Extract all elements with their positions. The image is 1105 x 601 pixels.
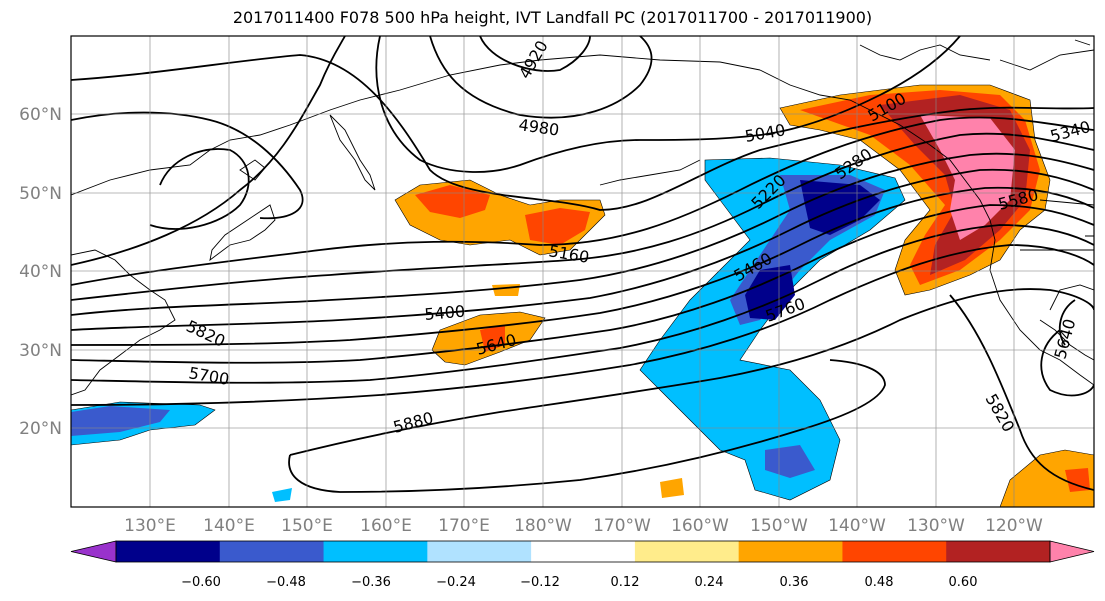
height-contours	[71, 36, 1094, 493]
colorbar-segment	[323, 541, 428, 562]
positive-ivt-pink	[920, 115, 1015, 240]
lon-label: 130°E	[124, 516, 176, 536]
lat-label: 30°N	[19, 341, 62, 361]
colorbar-segment	[219, 541, 325, 562]
contour-label: 5880	[391, 408, 435, 437]
colorbar-segment	[842, 541, 947, 562]
lon-label: 140°W	[828, 516, 886, 536]
contour-label: 5160	[547, 241, 590, 267]
lat-label: 40°N	[19, 262, 62, 282]
contour-label: 5340	[1048, 117, 1092, 146]
colorbar-tick: 0.36	[780, 575, 809, 590]
graticule	[71, 36, 1094, 507]
lon-label: 170°E	[438, 516, 490, 536]
colorbar-segment	[531, 541, 636, 562]
positive-ivt-pacific-red2	[525, 208, 590, 245]
negative-ivt-west-inner	[71, 406, 170, 436]
colorbar-segment	[946, 541, 1051, 562]
colorbar-border	[115, 540, 1051, 563]
colorbar-tick: −0.36	[351, 575, 391, 590]
colorbar-tick: 0.24	[695, 575, 724, 590]
colorbar-segment	[116, 541, 221, 562]
negative-ivt-inner2	[765, 445, 815, 478]
negative-ivt-small	[272, 488, 292, 502]
contour-label: 4980	[517, 115, 560, 139]
colorbar-tick: −0.60	[181, 575, 221, 590]
colorbar-extend-high	[1049, 540, 1095, 563]
colorbar-segment	[634, 541, 740, 562]
shading-layer	[71, 84, 1094, 507]
colorbar-ticks: −0.60 −0.48 −0.36 −0.24 −0.12 0.12 0.24 …	[181, 575, 977, 590]
lon-label: 170°W	[593, 516, 651, 536]
map-frame	[70, 35, 1095, 508]
negative-ivt-core2	[745, 265, 795, 320]
colorbar-tick: 0.48	[865, 575, 894, 590]
positive-ivt-small1	[492, 284, 520, 296]
lat-label: 20°N	[19, 419, 62, 439]
lat-axis: 60°N 50°N 40°N 30°N 20°N	[19, 105, 62, 439]
colorbar-tick: 0.12	[611, 575, 640, 590]
contour-label: 5700	[187, 363, 230, 389]
colorbar-extend-low	[70, 540, 117, 563]
contour-label: 5400	[424, 302, 466, 324]
colorbar	[70, 540, 1095, 563]
colorbar-tick: −0.48	[266, 575, 306, 590]
lon-label: 160°E	[360, 516, 412, 536]
lon-label: 120°W	[985, 516, 1043, 536]
lon-label: 180°W	[514, 516, 572, 536]
lat-label: 50°N	[19, 184, 62, 204]
positive-ivt-se	[999, 449, 1094, 507]
lon-label: 130°W	[907, 516, 965, 536]
lon-label: 150°E	[281, 516, 333, 536]
positive-ivt-small2	[660, 478, 684, 498]
colorbar-segment	[738, 541, 843, 562]
lat-label: 60°N	[19, 105, 62, 125]
colorbar-tick: 0.60	[949, 575, 978, 590]
lon-label: 160°W	[671, 516, 729, 536]
colorbar-tick: −0.12	[520, 575, 560, 590]
map-title: 2017011400 F078 500 hPa height, IVT Land…	[232, 8, 873, 27]
colorbar-segment	[427, 541, 532, 562]
lon-label: 140°E	[203, 516, 255, 536]
contour-label: 5640	[1051, 317, 1080, 361]
contour-label: 5820	[183, 316, 228, 350]
lon-axis: 130°E 140°E 150°E 160°E 170°E 180°W 170°…	[124, 516, 1043, 536]
positive-ivt-se-red	[1065, 468, 1090, 492]
contour-label: 5040	[743, 120, 786, 146]
colorbar-tick: −0.24	[436, 575, 476, 590]
lon-label: 150°W	[750, 516, 808, 536]
